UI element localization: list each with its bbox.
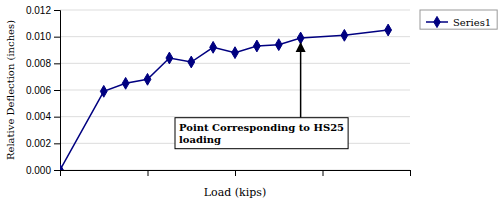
y-tick: 0.000 [26, 165, 60, 176]
y-tick-mark [54, 37, 60, 38]
x-tick-mark [235, 170, 236, 176]
y-axis-title: Relative Deflection (inches) [5, 20, 16, 160]
data-point [122, 77, 129, 89]
y-tick-label: 0.006 [26, 85, 51, 96]
data-point [253, 40, 260, 52]
x-tick-mark [323, 170, 324, 176]
legend-label: Series1 [453, 17, 491, 28]
y-tick: 0.010 [26, 31, 60, 42]
plot: 0.000 0.002 0.004 0.006 0.008 0.010 0.012 Load … [5, 5, 497, 199]
annotation-line: Point Corresponding to HS25 [179, 122, 344, 133]
annotation-text: Point Corresponding to HS25loading [179, 122, 344, 145]
y-tick: 0.008 [26, 58, 60, 69]
y-tick: 0.004 [26, 111, 60, 122]
grid-line [60, 63, 410, 64]
data-point [210, 41, 217, 53]
x-axis-line [61, 171, 411, 177]
y-tick-label: 0.002 [26, 138, 51, 149]
grid-line [60, 36, 410, 37]
data-point [297, 32, 304, 44]
annotation-box [175, 118, 348, 149]
y-tick-label: 0.012 [26, 5, 51, 16]
data-marks [60, 24, 392, 170]
grid-line [60, 10, 410, 11]
grid-line [60, 90, 410, 91]
y-tick-mark [54, 63, 60, 64]
x-tick [235, 170, 236, 176]
data-point [341, 29, 348, 41]
x-tick [323, 170, 324, 176]
y-axis-line [54, 11, 61, 171]
y-tick: 0.012 [26, 5, 60, 16]
y-tick: 0.006 [26, 85, 60, 96]
data-point [188, 56, 195, 68]
data-point [275, 39, 282, 51]
y-tick-mark [54, 10, 60, 11]
data-point [60, 164, 63, 170]
legend-box [420, 10, 497, 29]
data-point [144, 73, 151, 85]
y-axis: 0.000 0.002 0.004 0.006 0.008 0.010 0.012 [26, 5, 61, 176]
legend-entry: Series1 [426, 16, 491, 27]
y-tick-label: 0.010 [26, 31, 51, 42]
y-tick-mark [54, 90, 60, 91]
x-tick-mark [148, 170, 149, 176]
data-point [100, 85, 107, 97]
y-tick-label: 0.004 [26, 111, 51, 122]
x-tick [148, 170, 149, 176]
data-point [232, 47, 239, 59]
y-tick: 0.002 [26, 138, 60, 149]
x-axis-title: Load (kips) [204, 186, 266, 199]
y-grid [60, 10, 410, 170]
x-tick [410, 170, 411, 176]
legend-marker [434, 16, 440, 27]
y-tick-mark [54, 117, 60, 118]
legend: Series1 [420, 10, 497, 29]
annotation-arrow [300, 43, 302, 118]
x-tick-mark [410, 170, 411, 176]
data-point [166, 52, 173, 64]
data-point [385, 24, 392, 36]
annotation: Point Corresponding to HS25loading [175, 43, 348, 149]
chart: 0.000 0.002 0.004 0.006 0.008 0.010 0.012 Load … [0, 0, 500, 200]
y-tick-mark [54, 170, 60, 171]
y-tick-mark [54, 143, 60, 144]
y-tick-label: 0.008 [26, 58, 51, 69]
x-axis [61, 170, 411, 176]
grid-line [60, 116, 410, 117]
y-tick-label: 0.000 [26, 165, 51, 176]
series-line [60, 30, 388, 170]
annotation-line: loading [179, 134, 221, 145]
